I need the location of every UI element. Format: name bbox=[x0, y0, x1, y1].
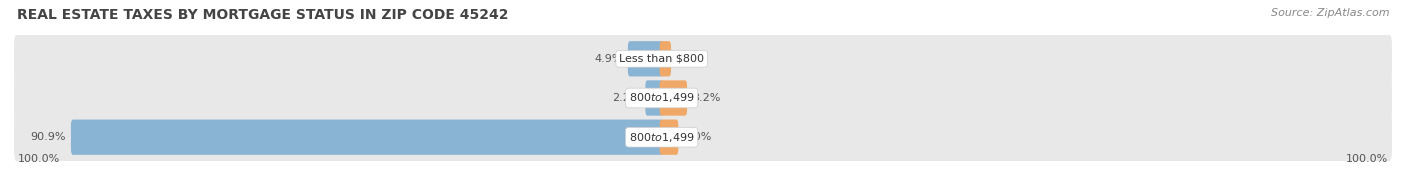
Text: Source: ZipAtlas.com: Source: ZipAtlas.com bbox=[1271, 8, 1389, 18]
FancyBboxPatch shape bbox=[659, 41, 671, 76]
Text: $800 to $1,499: $800 to $1,499 bbox=[628, 92, 695, 104]
Text: 3.2%: 3.2% bbox=[692, 93, 720, 103]
Text: 2.0%: 2.0% bbox=[683, 132, 711, 142]
FancyBboxPatch shape bbox=[659, 120, 678, 155]
Text: 100.0%: 100.0% bbox=[1346, 154, 1388, 164]
Text: $800 to $1,499: $800 to $1,499 bbox=[628, 131, 695, 144]
Text: 90.9%: 90.9% bbox=[31, 132, 66, 142]
Text: Less than $800: Less than $800 bbox=[619, 54, 704, 64]
Text: 4.9%: 4.9% bbox=[595, 54, 623, 64]
Text: 2.2%: 2.2% bbox=[612, 93, 641, 103]
Text: 1.0%: 1.0% bbox=[676, 54, 704, 64]
Text: REAL ESTATE TAXES BY MORTGAGE STATUS IN ZIP CODE 45242: REAL ESTATE TAXES BY MORTGAGE STATUS IN … bbox=[17, 8, 509, 22]
Text: 100.0%: 100.0% bbox=[18, 154, 60, 164]
FancyBboxPatch shape bbox=[659, 80, 688, 116]
FancyBboxPatch shape bbox=[14, 112, 1392, 163]
FancyBboxPatch shape bbox=[70, 120, 664, 155]
FancyBboxPatch shape bbox=[14, 33, 1392, 84]
FancyBboxPatch shape bbox=[14, 73, 1392, 123]
FancyBboxPatch shape bbox=[645, 80, 664, 116]
FancyBboxPatch shape bbox=[628, 41, 664, 76]
